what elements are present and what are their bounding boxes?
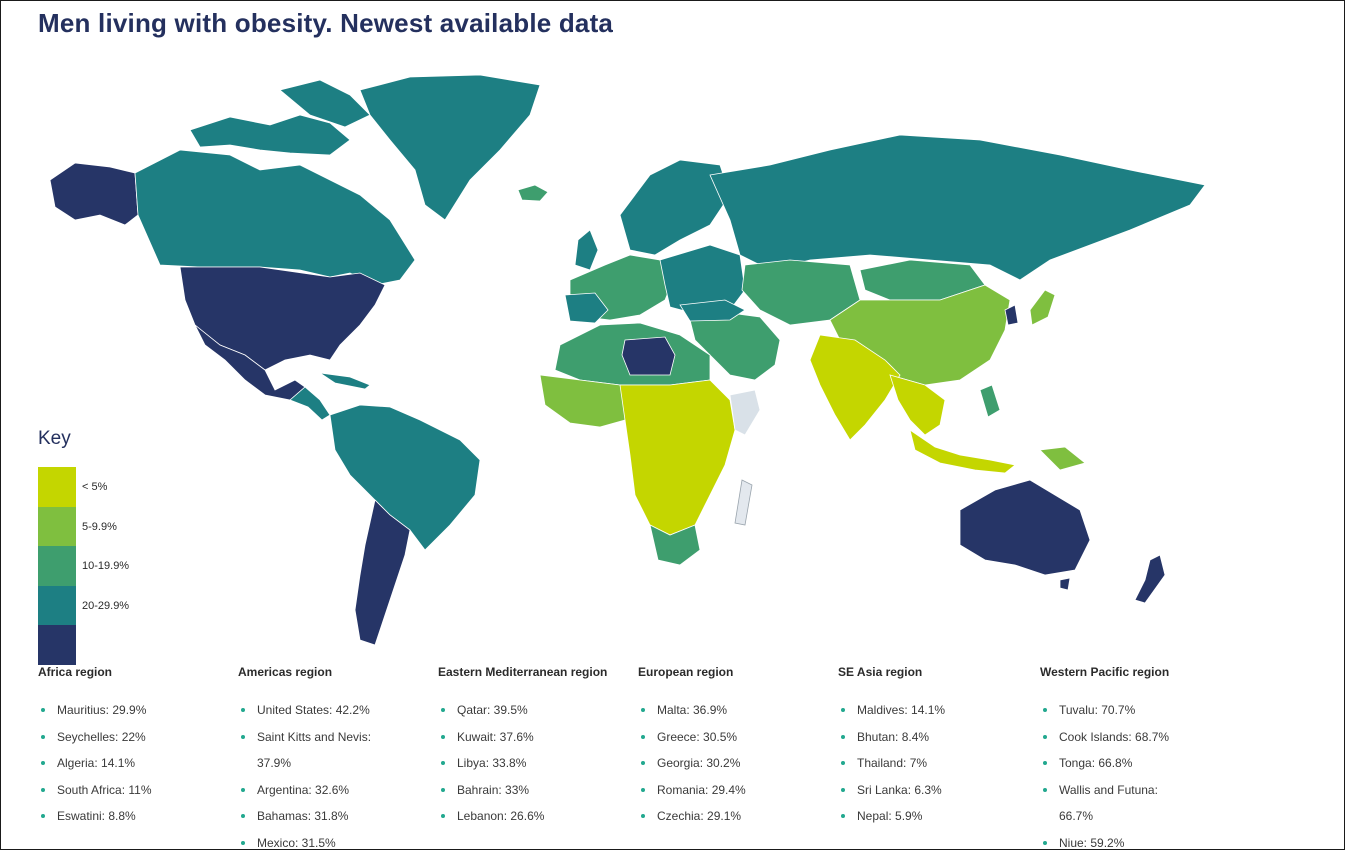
legend-swatch bbox=[38, 507, 76, 547]
region-canada[interactable] bbox=[135, 150, 415, 285]
legend-item: ≥ 30% bbox=[38, 625, 238, 665]
region-title: European region bbox=[638, 665, 828, 679]
region-horn-africa[interactable] bbox=[730, 390, 760, 435]
region-title: Western Pacific region bbox=[1040, 665, 1190, 679]
region-tasmania[interactable] bbox=[1060, 578, 1070, 590]
legend-label: ≥ 30% bbox=[82, 639, 113, 651]
region-eastern-mediterranean: Eastern Mediterranean region Qatar: 39.5… bbox=[438, 665, 628, 830]
legend-label: < 5% bbox=[82, 481, 107, 493]
list-item: Wallis and Futuna: 66.7% bbox=[1040, 777, 1190, 830]
region-indonesia[interactable] bbox=[910, 430, 1015, 473]
region-africa: Africa region Mauritius: 29.9% Seychelle… bbox=[38, 665, 228, 830]
list-item: Qatar: 39.5% bbox=[438, 697, 628, 724]
region-list: United States: 42.2% Saint Kitts and Nev… bbox=[238, 697, 388, 856]
region-greenland[interactable] bbox=[360, 75, 540, 220]
region-western-pacific: Western Pacific region Tuvalu: 70.7% Coo… bbox=[1040, 665, 1190, 856]
list-item: Bahrain: 33% bbox=[438, 777, 628, 804]
region-caribbean[interactable] bbox=[320, 373, 370, 389]
region-list: Qatar: 39.5% Kuwait: 37.6% Libya: 33.8% … bbox=[438, 697, 628, 830]
list-item: United States: 42.2% bbox=[238, 697, 388, 724]
list-item: Seychelles: 22% bbox=[38, 724, 228, 751]
region-madagascar[interactable] bbox=[735, 480, 752, 525]
list-item: Nepal: 5.9% bbox=[838, 803, 1028, 830]
region-list: Maldives: 14.1% Bhutan: 8.4% Thailand: 7… bbox=[838, 697, 1028, 830]
region-list: Tuvalu: 70.7% Cook Islands: 68.7% Tonga:… bbox=[1040, 697, 1190, 856]
list-item: Niue: 59.2% bbox=[1040, 830, 1190, 856]
list-item: Mauritius: 29.9% bbox=[38, 697, 228, 724]
list-item: Libya: 33.8% bbox=[438, 750, 628, 777]
region-png[interactable] bbox=[1040, 447, 1085, 470]
region-russia[interactable] bbox=[710, 135, 1205, 280]
list-item: Cook Islands: 68.7% bbox=[1040, 724, 1190, 751]
region-title: Americas region bbox=[238, 665, 388, 679]
region-se-asia: SE Asia region Maldives: 14.1% Bhutan: 8… bbox=[838, 665, 1028, 830]
list-item: Maldives: 14.1% bbox=[838, 697, 1028, 724]
list-item: Lebanon: 26.6% bbox=[438, 803, 628, 830]
region-se-asia[interactable] bbox=[890, 375, 945, 435]
region-central-africa[interactable] bbox=[620, 380, 735, 535]
region-list: Mauritius: 29.9% Seychelles: 22% Algeria… bbox=[38, 697, 228, 830]
region-usa[interactable] bbox=[180, 267, 385, 370]
region-philippines[interactable] bbox=[980, 385, 1000, 417]
list-item: Saint Kitts and Nevis: 37.9% bbox=[238, 724, 388, 777]
region-iceland[interactable] bbox=[518, 185, 548, 201]
page-title: Men living with obesity. Newest availabl… bbox=[38, 8, 613, 39]
list-item: Eswatini: 8.8% bbox=[38, 803, 228, 830]
region-arctic-islands[interactable] bbox=[190, 115, 350, 155]
region-americas: Americas region United States: 42.2% Sai… bbox=[238, 665, 388, 856]
list-item: Algeria: 14.1% bbox=[38, 750, 228, 777]
list-item: Thailand: 7% bbox=[838, 750, 1028, 777]
region-title: Africa region bbox=[38, 665, 228, 679]
list-item: South Africa: 11% bbox=[38, 777, 228, 804]
legend-swatch bbox=[38, 546, 76, 586]
legend: < 5% 5-9.9% 10-19.9% 20-29.9% ≥ 30% bbox=[38, 467, 238, 665]
list-item: Tonga: 66.8% bbox=[1040, 750, 1190, 777]
region-libya[interactable] bbox=[622, 337, 675, 375]
region-uk[interactable] bbox=[575, 230, 598, 270]
legend-item: < 5% bbox=[38, 467, 238, 507]
list-item: Sri Lanka: 6.3% bbox=[838, 777, 1028, 804]
region-alaska[interactable] bbox=[50, 163, 138, 225]
list-item: Tuvalu: 70.7% bbox=[1040, 697, 1190, 724]
legend-swatch bbox=[38, 625, 76, 665]
region-title: SE Asia region bbox=[838, 665, 1028, 679]
key-title: Key bbox=[38, 428, 71, 450]
region-australia[interactable] bbox=[960, 480, 1090, 575]
region-title: Eastern Mediterranean region bbox=[438, 665, 628, 679]
list-item: Kuwait: 37.6% bbox=[438, 724, 628, 751]
legend-label: 5-9.9% bbox=[82, 521, 117, 533]
list-item: Greece: 30.5% bbox=[638, 724, 828, 751]
list-item: Malta: 36.9% bbox=[638, 697, 828, 724]
legend-label: 20-29.9% bbox=[82, 600, 129, 612]
legend-label: 10-19.9% bbox=[82, 560, 129, 572]
region-list: Malta: 36.9% Greece: 30.5% Georgia: 30.2… bbox=[638, 697, 828, 830]
list-item: Mexico: 31.5% bbox=[238, 830, 388, 856]
list-item: Georgia: 30.2% bbox=[638, 750, 828, 777]
legend-item: 5-9.9% bbox=[38, 507, 238, 547]
legend-swatch bbox=[38, 586, 76, 626]
list-item: Bahamas: 31.8% bbox=[238, 803, 388, 830]
region-european: European region Malta: 36.9% Greece: 30.… bbox=[638, 665, 828, 830]
list-item: Romania: 29.4% bbox=[638, 777, 828, 804]
legend-item: 10-19.9% bbox=[38, 546, 238, 586]
legend-swatch bbox=[38, 467, 76, 507]
region-new-zealand[interactable] bbox=[1135, 555, 1165, 603]
region-japan[interactable] bbox=[1030, 290, 1055, 325]
list-item: Bhutan: 8.4% bbox=[838, 724, 1028, 751]
list-item: Argentina: 32.6% bbox=[238, 777, 388, 804]
legend-item: 20-29.9% bbox=[38, 586, 238, 626]
list-item: Czechia: 29.1% bbox=[638, 803, 828, 830]
